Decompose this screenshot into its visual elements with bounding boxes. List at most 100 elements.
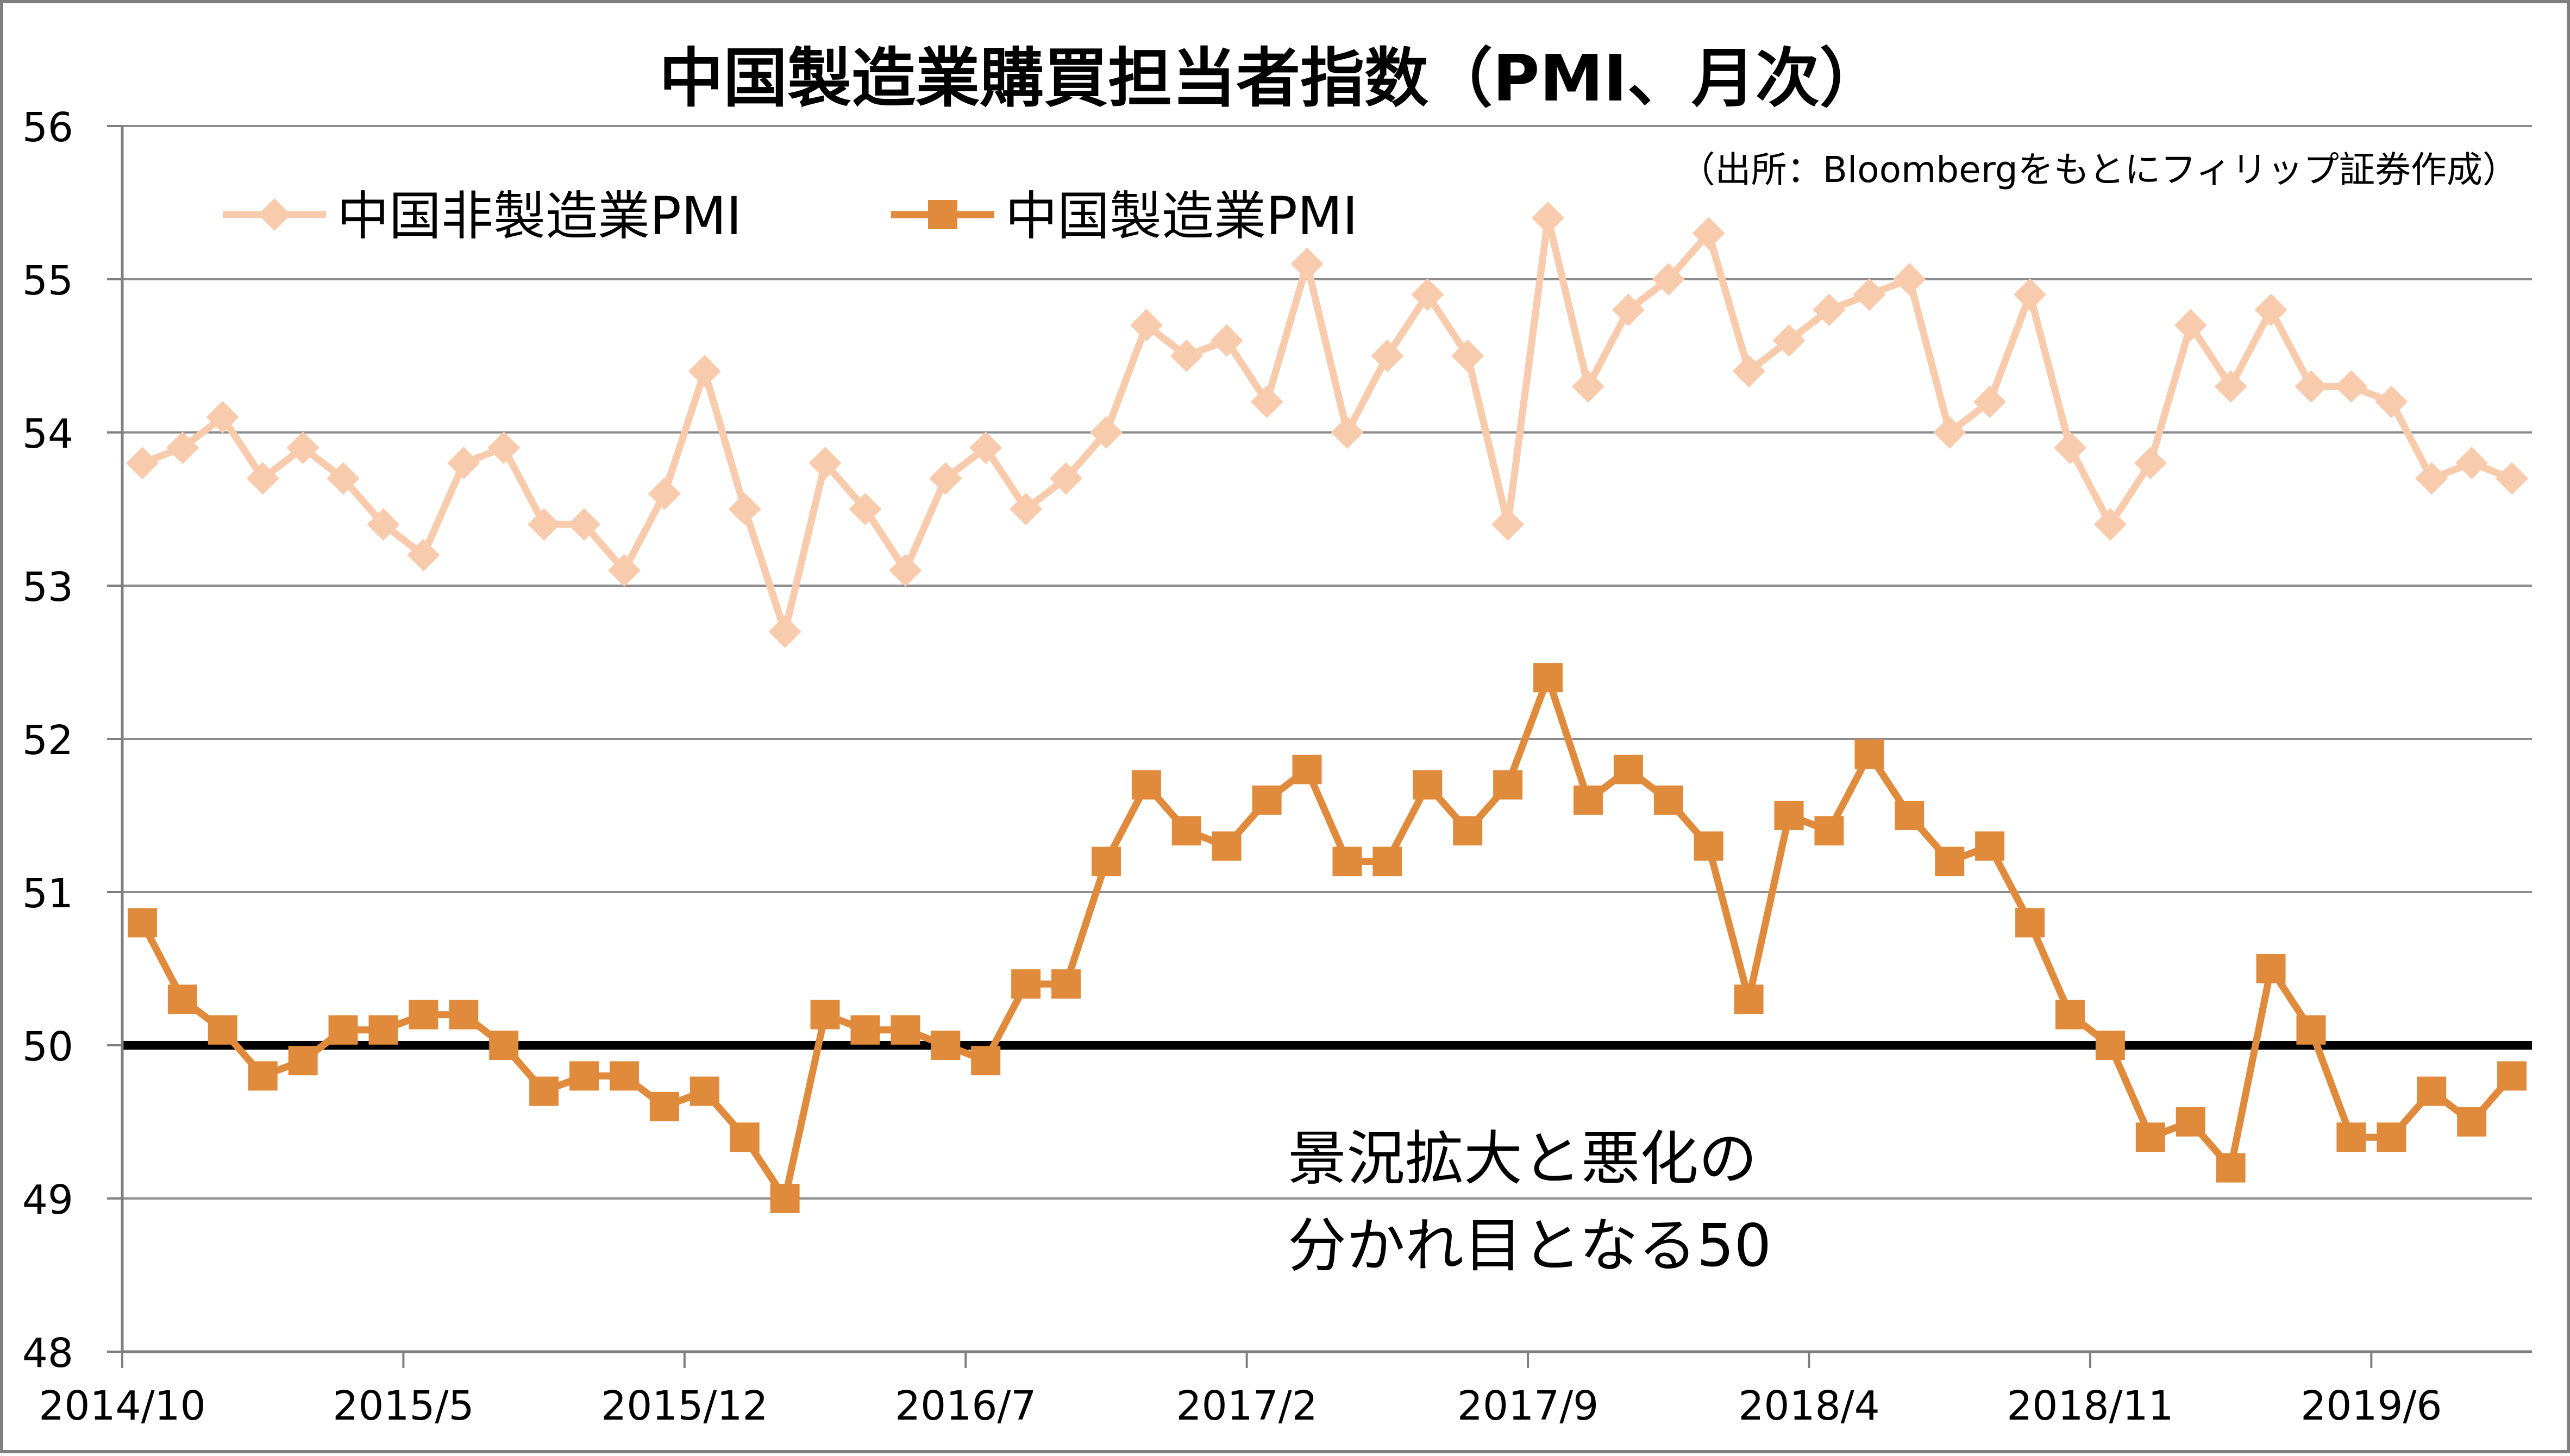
x-tick-labels: 2014/10 2015/5 2015/12 2016/7 2017/2 2017/9 20… bbox=[39, 1383, 2442, 1429]
x-tick-label: 2015/12 bbox=[601, 1383, 768, 1429]
x-tick-label: 2018/4 bbox=[1738, 1383, 1879, 1429]
data-point bbox=[2135, 1122, 2165, 1152]
data-point bbox=[1252, 785, 1282, 815]
data-point bbox=[126, 447, 159, 480]
data-point bbox=[1453, 816, 1483, 846]
x-tick-label: 2017/2 bbox=[1176, 1383, 1317, 1429]
data-point bbox=[810, 1000, 840, 1030]
series-0 bbox=[126, 202, 2529, 648]
data-point bbox=[2014, 278, 2047, 311]
data-point bbox=[2496, 462, 2529, 495]
y-tick-label-52: 52 bbox=[22, 717, 73, 764]
data-point bbox=[689, 1076, 719, 1106]
data-point bbox=[528, 508, 561, 541]
data-point bbox=[648, 477, 681, 510]
data-point bbox=[568, 508, 601, 541]
data-point bbox=[1290, 247, 1324, 280]
data-point bbox=[2377, 1122, 2406, 1152]
data-point bbox=[1734, 984, 1764, 1014]
data-point bbox=[1411, 278, 1444, 311]
data-point bbox=[409, 1000, 438, 1030]
data-point bbox=[1250, 385, 1283, 418]
data-point bbox=[2295, 370, 2328, 403]
data-point bbox=[2176, 1107, 2205, 1137]
data-point bbox=[808, 447, 842, 480]
data-point bbox=[1694, 831, 1723, 861]
data-point bbox=[407, 538, 440, 572]
y-tick-labels: 48 49 50 51 52 53 54 55 56 bbox=[22, 104, 73, 1377]
data-point bbox=[1210, 324, 1243, 357]
data-point bbox=[688, 355, 721, 388]
data-point bbox=[2214, 370, 2247, 403]
data-point bbox=[1935, 846, 1965, 876]
data-point bbox=[1732, 355, 1765, 388]
annotation-line-1: 景況拡大と悪化の bbox=[1288, 1125, 1757, 1193]
data-point bbox=[2053, 431, 2086, 465]
data-point bbox=[1491, 508, 1525, 541]
data-point bbox=[1933, 416, 1966, 449]
x-tick-label: 2019/6 bbox=[2301, 1383, 2442, 1429]
data-point bbox=[1774, 801, 1804, 830]
data-point bbox=[969, 431, 1002, 465]
data-point bbox=[1010, 493, 1043, 525]
data-point bbox=[1332, 846, 1362, 876]
data-point bbox=[2455, 447, 2488, 480]
gridlines bbox=[122, 125, 2532, 1200]
data-point bbox=[1613, 755, 1643, 785]
data-point bbox=[1131, 770, 1161, 800]
y-tick-label-55: 55 bbox=[22, 258, 73, 304]
data-point bbox=[2254, 293, 2287, 327]
data-point bbox=[2457, 1107, 2487, 1137]
data-point bbox=[1692, 217, 1725, 250]
data-point bbox=[768, 615, 801, 648]
data-point bbox=[529, 1076, 559, 1106]
legend-marker-0 bbox=[258, 198, 291, 231]
data-point bbox=[1532, 202, 1565, 235]
data-point bbox=[1533, 663, 1563, 693]
data-point bbox=[246, 462, 279, 495]
series bbox=[126, 202, 2529, 1213]
y-tick-label-56: 56 bbox=[22, 104, 73, 151]
y-tick-label-51: 51 bbox=[22, 870, 73, 917]
data-point bbox=[2174, 309, 2207, 342]
annotation-line-2: 分かれ目となる50 bbox=[1288, 1212, 1771, 1280]
data-point bbox=[1893, 263, 1926, 296]
data-point bbox=[2375, 385, 2408, 418]
data-point bbox=[1652, 263, 1685, 296]
data-point bbox=[2336, 1122, 2366, 1152]
data-point bbox=[1493, 770, 1523, 800]
axes bbox=[107, 125, 2532, 1368]
data-point bbox=[1212, 831, 1242, 861]
y-tick-label-48: 48 bbox=[22, 1330, 73, 1377]
data-point bbox=[447, 447, 480, 480]
data-point bbox=[489, 1031, 519, 1060]
data-point bbox=[1292, 755, 1322, 785]
data-point bbox=[286, 431, 319, 465]
data-point bbox=[2134, 447, 2167, 480]
data-point bbox=[2296, 1015, 2326, 1045]
data-point bbox=[929, 462, 962, 495]
data-point bbox=[1050, 462, 1083, 495]
x-tick-label: 2016/7 bbox=[895, 1383, 1036, 1429]
data-point bbox=[1813, 293, 1846, 327]
data-point bbox=[1772, 324, 1806, 357]
y-tick-label-50: 50 bbox=[22, 1024, 73, 1070]
data-point bbox=[1051, 969, 1081, 999]
data-point bbox=[449, 1000, 479, 1030]
data-point bbox=[1011, 969, 1041, 999]
data-point bbox=[2415, 462, 2448, 495]
data-point bbox=[1975, 831, 2005, 861]
series-line-0 bbox=[141, 214, 2513, 636]
data-point bbox=[1814, 816, 1844, 846]
data-point bbox=[1089, 416, 1123, 449]
data-point bbox=[850, 1015, 880, 1045]
data-point bbox=[2335, 370, 2368, 403]
y-tick-label-54: 54 bbox=[22, 411, 73, 457]
data-point bbox=[1170, 340, 1203, 372]
data-point bbox=[2093, 508, 2127, 541]
data-point bbox=[288, 1046, 318, 1076]
